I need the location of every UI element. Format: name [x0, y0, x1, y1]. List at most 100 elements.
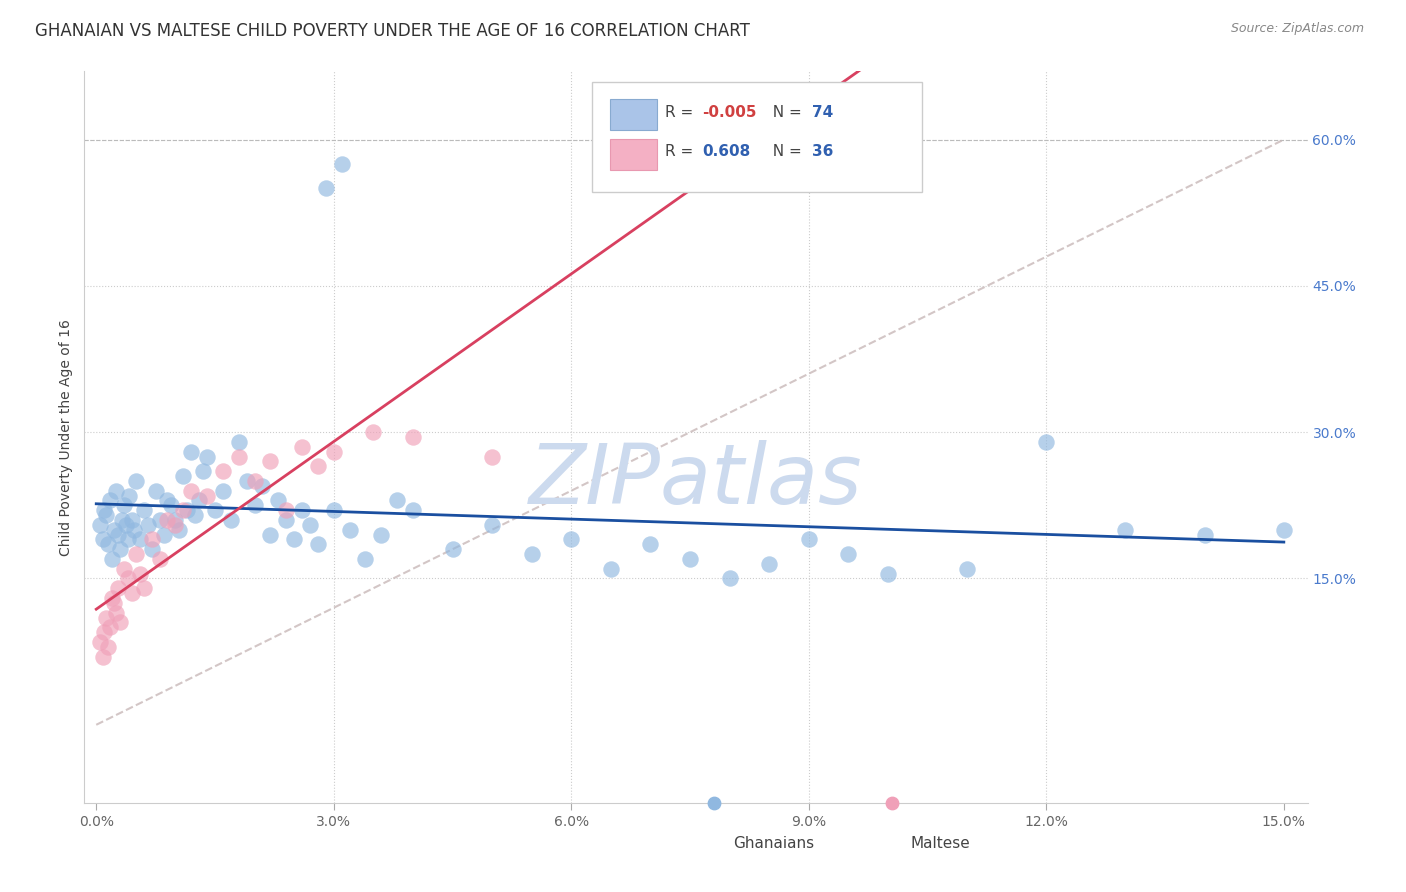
Point: [679, 552, 702, 566]
Point: [103, 523, 125, 537]
Point: [128, 533, 150, 547]
Text: N =: N =: [763, 105, 807, 120]
Point: [148, 513, 170, 527]
Point: [212, 464, 235, 478]
Text: ZIPatlas: ZIPatlas: [529, 441, 863, 522]
Y-axis label: Child Poverty Under the Age of 16: Child Poverty Under the Age of 16: [59, 318, 73, 556]
Point: [176, 503, 198, 517]
Point: [370, 527, 392, 541]
Point: [115, 517, 138, 532]
Text: 36: 36: [813, 145, 834, 160]
Point: [100, 493, 122, 508]
Point: [1114, 523, 1136, 537]
Point: [107, 581, 129, 595]
Point: [103, 596, 125, 610]
Point: [101, 552, 124, 566]
Point: [315, 181, 337, 195]
Text: Maltese: Maltese: [910, 836, 970, 851]
Point: [243, 499, 266, 513]
Point: [481, 517, 503, 532]
Text: R =: R =: [665, 105, 699, 120]
Point: [125, 718, 148, 732]
Point: [136, 517, 159, 532]
Point: [184, 508, 207, 522]
FancyBboxPatch shape: [610, 99, 657, 130]
Point: [118, 489, 141, 503]
Point: [191, 464, 214, 478]
Point: [354, 552, 377, 566]
Point: [188, 493, 211, 508]
FancyBboxPatch shape: [610, 139, 657, 170]
Point: [172, 503, 194, 517]
Point: [322, 503, 344, 517]
Point: [172, 469, 194, 483]
Point: [385, 493, 408, 508]
Point: [235, 474, 257, 488]
Point: [363, 425, 385, 440]
Point: [107, 527, 129, 541]
Point: [97, 537, 120, 551]
Point: [307, 459, 329, 474]
Point: [228, 434, 250, 449]
Point: [252, 479, 274, 493]
Point: [402, 503, 425, 517]
Point: [219, 513, 242, 527]
Point: [441, 542, 464, 557]
Point: [117, 533, 139, 547]
Point: [520, 547, 543, 561]
Point: [100, 620, 122, 634]
Text: GHANAIAN VS MALTESE CHILD POVERTY UNDER THE AGE OF 16 CORRELATION CHART: GHANAIAN VS MALTESE CHILD POVERTY UNDER …: [35, 22, 749, 40]
Point: [204, 503, 226, 517]
Point: [640, 537, 662, 551]
Point: [110, 513, 132, 527]
Point: [105, 483, 128, 498]
Point: [307, 537, 329, 551]
Point: [339, 523, 361, 537]
Point: [108, 542, 131, 557]
Point: [156, 513, 179, 527]
Point: [93, 503, 115, 517]
Point: [599, 157, 621, 171]
Point: [112, 562, 135, 576]
Point: [599, 562, 621, 576]
Point: [243, 474, 266, 488]
Point: [291, 440, 314, 454]
Point: [322, 444, 344, 458]
Point: [797, 533, 820, 547]
Point: [276, 503, 298, 517]
Point: [91, 533, 114, 547]
Point: [165, 517, 187, 532]
Point: [152, 527, 174, 541]
Point: [125, 547, 148, 561]
Point: [195, 450, 218, 464]
Point: [132, 581, 155, 595]
Text: N =: N =: [763, 145, 807, 160]
Point: [156, 493, 179, 508]
Point: [718, 572, 741, 586]
Text: 0.608: 0.608: [702, 145, 751, 160]
Point: [402, 430, 425, 444]
Point: [228, 450, 250, 464]
Point: [259, 454, 281, 468]
Point: [165, 513, 187, 527]
Point: [1194, 527, 1216, 541]
Point: [94, 610, 117, 624]
Point: [128, 566, 150, 581]
Point: [291, 503, 314, 517]
Point: [132, 503, 155, 517]
Point: [180, 483, 202, 498]
Point: [101, 591, 124, 605]
Point: [121, 513, 143, 527]
Text: Source: ZipAtlas.com: Source: ZipAtlas.com: [1230, 22, 1364, 36]
Point: [276, 513, 298, 527]
Point: [145, 483, 167, 498]
Point: [212, 483, 235, 498]
Point: [141, 542, 163, 557]
Point: [837, 547, 859, 561]
Point: [259, 527, 281, 541]
Point: [758, 557, 780, 571]
Point: [138, 718, 160, 732]
Point: [160, 499, 183, 513]
Point: [94, 508, 117, 522]
Point: [122, 523, 145, 537]
